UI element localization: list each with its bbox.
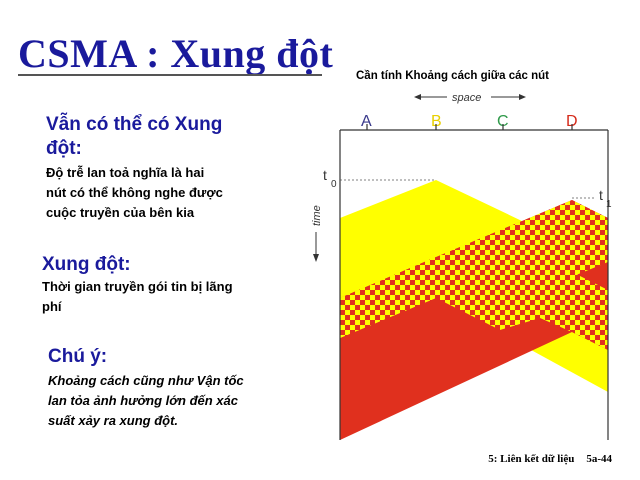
t1-marker: t 1 [572,187,612,210]
t1-subscript: 1 [606,199,612,210]
node-label-b: B [431,113,442,130]
section3-body-line3: suất xảy ra xung đột. [48,413,179,428]
node-label-c: C [497,113,509,130]
diagram-frame [339,124,609,440]
section1-heading-line1: Vẫn có thể có Xung [46,114,223,135]
section2-heading: Xung đột: [42,254,131,275]
time-axis: time [311,205,323,262]
diagram-caption: Cần tính Khoảng cách giữa các nút [356,70,549,82]
slide-footer: 5: Liên kết dữ liệu 5a-44 [476,453,612,465]
t0-label: t [323,167,327,183]
t1-label: t [599,187,603,203]
footer-chapter: 5: Liên kết dữ liệu [488,453,575,465]
t0-subscript: 0 [331,179,337,190]
section1-body-line1: Độ trễ lan toả nghĩa là hai [46,165,205,180]
section2-body-line1: Thời gian truyền gói tin bị lãng [42,279,233,294]
node-label-d: D [566,113,578,130]
collision-region-upper [436,200,608,298]
space-label: space [452,92,481,104]
section1-body-line3: cuộc truyền của bên kia [46,205,195,220]
section3-body-line2: lan tỏa ảnh hưởng lớn đến xác [48,393,238,408]
section2-body-line2: phí [42,299,62,314]
slide-title: CSMA : Xung đột [18,31,334,76]
section1-body-line2: nút có thể không nghe được [46,185,223,200]
section3-body-line1: Khoảng cách cũng như Vận tốc [48,373,244,388]
space-axis: space [414,92,526,104]
time-label: time [311,205,323,226]
collision-region-lower [340,257,520,338]
title-underline [18,74,322,76]
t0-marker: t 0 [323,167,436,190]
node-label-a: A [361,113,372,130]
section3-heading: Chú ý: [48,346,108,367]
footer-page-number: 5a-44 [586,453,612,465]
section1-heading-line2: đột: [46,138,82,159]
